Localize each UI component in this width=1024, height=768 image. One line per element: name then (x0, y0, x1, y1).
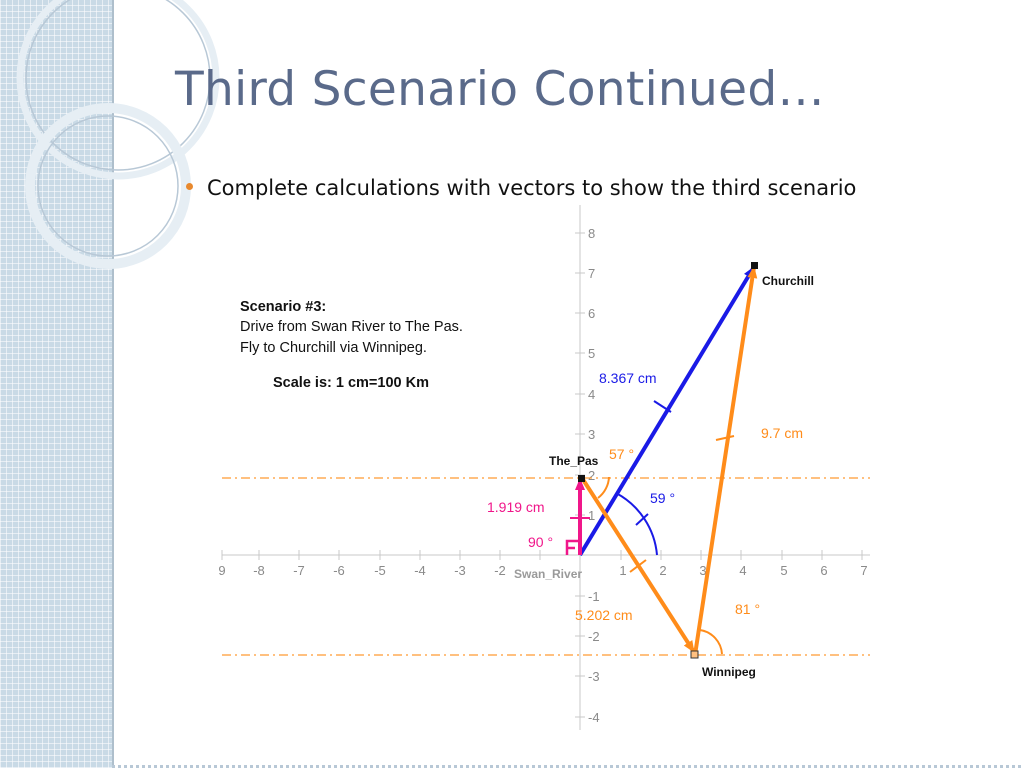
blue-angle-tick (635, 513, 649, 526)
orange-bottom-angle-label: 81 ° (735, 601, 760, 617)
y-tick-label: -2 (588, 629, 600, 644)
scenario-heading: Scenario #3: (240, 299, 326, 315)
the-pas-label: The_Pas (549, 454, 599, 468)
y-tick-label: 3 (588, 427, 595, 442)
x-tick-label: -6 (333, 563, 345, 578)
scenario-line: Drive from Swan River to The Pas. (240, 319, 463, 335)
x-tick-marks (221, 550, 863, 560)
the-pas-point (578, 475, 585, 482)
orange-long-vector (693, 266, 758, 656)
slide-title: Third Scenario Continued… (175, 62, 825, 117)
bottom-stripe (112, 765, 1024, 768)
x-tick-label: 2 (659, 563, 666, 578)
orange-long-length-label: 9.7 cm (761, 425, 803, 441)
bullet-text: Complete calculations with vectors to sh… (207, 176, 857, 200)
y-tick-label: 8 (588, 226, 595, 241)
blue-angle-arc (615, 492, 658, 556)
orange-top-angle-arc (597, 476, 610, 499)
y-tick-label: -1 (588, 589, 600, 604)
scenario-line: Fly to Churchill via Winnipeg. (240, 340, 427, 356)
y-tick-label: 7 (588, 266, 595, 281)
orange-bottom-angle-arc (699, 629, 723, 655)
x-tick-label: -5 (374, 563, 386, 578)
orange-diagonal-length-label: 5.202 cm (575, 607, 633, 623)
x-tick-label: 6 (820, 563, 827, 578)
ring-large (16, 0, 220, 180)
x-tick-label: -8 (253, 563, 265, 578)
orange-diagonal-tick (629, 559, 647, 573)
x-tick-label: 9 (218, 563, 225, 578)
pink-length-label: 1.919 cm (487, 499, 545, 515)
bullet-dot-icon (186, 182, 193, 190)
y-tick-label: 2 (588, 468, 595, 483)
orange-top-angle-label: 57 ° (609, 446, 634, 462)
blue-vector (578, 265, 756, 557)
orange-long-tick (715, 435, 735, 441)
winnipeg-point (690, 650, 699, 659)
y-tick-label: -4 (588, 710, 600, 725)
y-tick-label: 4 (588, 387, 595, 402)
winnipeg-label: Winnipeg (702, 665, 756, 679)
scenario-scale: Scale is: 1 cm=100 Km (273, 375, 429, 391)
blue-angle-label: 59 ° (650, 490, 675, 506)
blue-vector-tick (653, 400, 672, 413)
x-tick-label: 1 (619, 563, 626, 578)
y-tick-label: -3 (588, 669, 600, 684)
swan-river-label: Swan_River (514, 567, 582, 581)
x-tick-label: -2 (494, 563, 506, 578)
blue-length-label: 8.367 cm (599, 370, 657, 386)
y-tick-label: 5 (588, 346, 595, 361)
y-tick-label: 1 (588, 508, 595, 523)
right-angle-marker (565, 539, 580, 555)
x-tick-label: 5 (780, 563, 787, 578)
churchill-point (751, 262, 758, 269)
x-tick-label: -4 (414, 563, 426, 578)
y-tick-marks (575, 232, 585, 718)
pink-angle-label: 90 ° (528, 534, 553, 550)
x-tick-label: 3 (699, 563, 706, 578)
x-tick-label: 4 (739, 563, 746, 578)
y-tick-label: 6 (588, 306, 595, 321)
x-tick-label: -7 (293, 563, 305, 578)
x-tick-label: 7 (860, 563, 867, 578)
ring-large-inner (25, 0, 211, 171)
churchill-label: Churchill (762, 274, 814, 288)
ring-small-inner (37, 115, 179, 257)
bullet-item: Complete calculations with vectors to sh… (186, 176, 856, 200)
x-tick-label: -3 (454, 563, 466, 578)
